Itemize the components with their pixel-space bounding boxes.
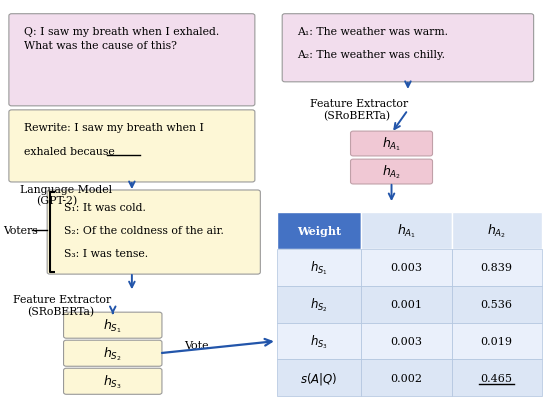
Text: 0.002: 0.002 (391, 373, 423, 383)
Bar (452, 286, 542, 323)
Text: $h_{A_1}$: $h_{A_1}$ (397, 222, 416, 240)
Text: S₁: It was cold.: S₁: It was cold. (64, 203, 145, 213)
Text: $h_{A_1}$: $h_{A_1}$ (382, 136, 401, 153)
FancyBboxPatch shape (9, 111, 255, 182)
Text: Weight: Weight (297, 225, 341, 236)
Text: Vote: Vote (184, 340, 208, 350)
FancyBboxPatch shape (282, 15, 534, 83)
Bar (277, 213, 362, 249)
FancyBboxPatch shape (47, 190, 260, 274)
Text: Q: I saw my breath when I exhaled.
What was the cause of this?: Q: I saw my breath when I exhaled. What … (24, 27, 219, 51)
Text: $h_{A_2}$: $h_{A_2}$ (382, 163, 401, 181)
Text: 0.003: 0.003 (391, 336, 423, 346)
Bar (277, 323, 362, 360)
Text: $h_{S_2}$: $h_{S_2}$ (104, 344, 122, 362)
Text: (GPT-2): (GPT-2) (36, 195, 77, 206)
FancyBboxPatch shape (351, 132, 432, 156)
Text: 0.003: 0.003 (391, 263, 423, 273)
Text: 0.839: 0.839 (481, 263, 513, 273)
Text: $h_{S_1}$: $h_{S_1}$ (104, 317, 122, 334)
Text: $s(A|Q)$: $s(A|Q)$ (300, 370, 338, 386)
Text: Language Model: Language Model (20, 184, 112, 194)
Text: Voters: Voters (3, 225, 38, 235)
Text: S₃: I was tense.: S₃: I was tense. (64, 248, 147, 258)
Text: A₁: The weather was warm.: A₁: The weather was warm. (297, 27, 448, 36)
Text: (SRoBERTa): (SRoBERTa) (27, 306, 94, 317)
Text: (SRoBERTa): (SRoBERTa) (323, 111, 390, 121)
Text: $h_{A_2}$: $h_{A_2}$ (487, 222, 506, 240)
Bar (277, 286, 362, 323)
Text: S₂: Of the coldness of the air.: S₂: Of the coldness of the air. (64, 225, 224, 235)
Text: Feature Extractor: Feature Extractor (310, 99, 408, 109)
Bar (362, 249, 452, 286)
FancyBboxPatch shape (9, 15, 255, 107)
FancyBboxPatch shape (64, 312, 162, 338)
Text: 0.019: 0.019 (481, 336, 513, 346)
Bar (452, 323, 542, 360)
FancyBboxPatch shape (64, 340, 162, 367)
Bar (362, 286, 452, 323)
Text: 0.536: 0.536 (481, 300, 513, 310)
Text: A₂: The weather was chilly.: A₂: The weather was chilly. (297, 49, 445, 59)
Bar (452, 213, 542, 249)
Bar (362, 360, 452, 396)
Bar (452, 249, 542, 286)
Text: $h_{S_2}$: $h_{S_2}$ (310, 296, 328, 313)
Text: $h_{S_3}$: $h_{S_3}$ (310, 332, 328, 350)
Text: 0.001: 0.001 (391, 300, 423, 310)
Text: Rewrite: I saw my breath when I: Rewrite: I saw my breath when I (24, 123, 203, 133)
Text: 0.465: 0.465 (481, 373, 513, 383)
FancyBboxPatch shape (351, 160, 432, 184)
Bar (362, 213, 452, 249)
Bar (277, 360, 362, 396)
Bar (362, 323, 452, 360)
Text: $h_{S_3}$: $h_{S_3}$ (104, 373, 122, 390)
Bar (452, 360, 542, 396)
Text: exhaled because: exhaled because (24, 146, 115, 156)
FancyBboxPatch shape (64, 369, 162, 394)
Bar (277, 249, 362, 286)
Text: Feature Extractor: Feature Extractor (13, 294, 111, 304)
Text: $h_{S_1}$: $h_{S_1}$ (310, 259, 328, 276)
